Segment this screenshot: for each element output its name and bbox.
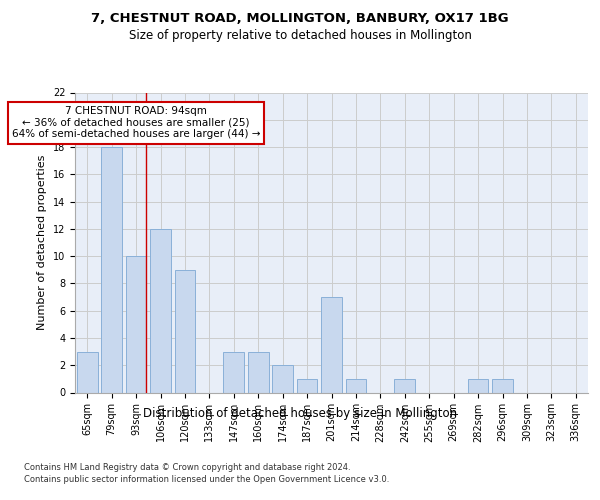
Bar (101, 147, 122, 392)
Bar (77, 352, 98, 393)
Bar (223, 352, 244, 393)
Y-axis label: Number of detached properties: Number of detached properties (37, 155, 47, 330)
Bar (346, 379, 367, 392)
Bar (321, 297, 342, 392)
Text: Contains public sector information licensed under the Open Government Licence v3: Contains public sector information licen… (24, 475, 389, 484)
Bar (467, 379, 488, 392)
Bar (150, 229, 171, 392)
Text: Contains HM Land Registry data © Crown copyright and database right 2024.: Contains HM Land Registry data © Crown c… (24, 462, 350, 471)
Text: 7 CHESTNUT ROAD: 94sqm
← 36% of detached houses are smaller (25)
64% of semi-det: 7 CHESTNUT ROAD: 94sqm ← 36% of detached… (12, 106, 260, 140)
Bar (492, 379, 513, 392)
Bar (175, 270, 196, 392)
Text: Distribution of detached houses by size in Mollington: Distribution of detached houses by size … (143, 408, 457, 420)
Text: Size of property relative to detached houses in Mollington: Size of property relative to detached ho… (128, 29, 472, 42)
Bar (248, 352, 269, 393)
Bar (296, 379, 317, 392)
Bar (394, 379, 415, 392)
Text: 7, CHESTNUT ROAD, MOLLINGTON, BANBURY, OX17 1BG: 7, CHESTNUT ROAD, MOLLINGTON, BANBURY, O… (91, 12, 509, 26)
Bar (272, 365, 293, 392)
Bar (125, 256, 146, 392)
